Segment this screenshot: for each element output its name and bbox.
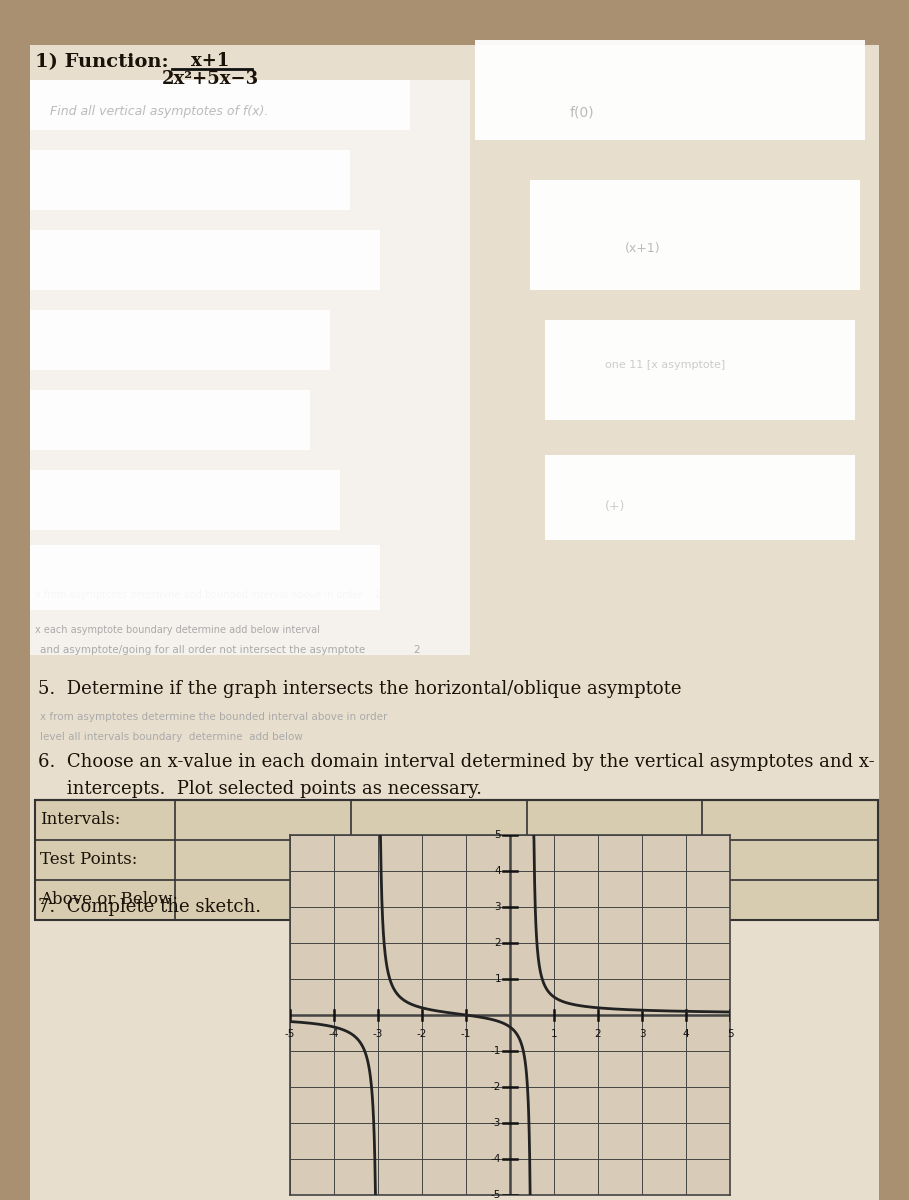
Text: x from asymptotes determine the bounded interval above in order: x from asymptotes determine the bounded … <box>40 712 465 722</box>
Bar <box>35 800 878 920</box>
Text: Intervals:: Intervals: <box>40 811 120 828</box>
Bar <box>530 180 860 290</box>
Text: 5: 5 <box>494 830 501 840</box>
Bar <box>30 230 380 290</box>
Bar <box>30 310 330 370</box>
Bar <box>30 390 310 450</box>
Text: Above or Below:: Above or Below: <box>40 892 178 908</box>
Text: -2: -2 <box>417 1030 427 1039</box>
Bar <box>30 80 410 130</box>
Text: 6.  Choose an x-value in each domain interval determined by the vertical asympto: 6. Choose an x-value in each domain inte… <box>38 754 874 770</box>
Text: 1: 1 <box>494 974 501 984</box>
Text: -1: -1 <box>461 1030 471 1039</box>
Text: intercepts.  Plot selected points as necessary.: intercepts. Plot selected points as nece… <box>38 780 482 798</box>
Bar <box>475 40 865 140</box>
Text: and asymptote/going for all order not intersect the asymptote               2: and asymptote/going for all order not in… <box>40 646 421 655</box>
Text: -2: -2 <box>491 1082 501 1092</box>
Text: level all intervals boundary  determine  add below: level all intervals boundary determine a… <box>40 732 348 742</box>
Bar <box>545 320 855 420</box>
Text: 1) Function:: 1) Function: <box>35 53 169 71</box>
Text: x+1: x+1 <box>191 52 229 70</box>
Text: -5: -5 <box>491 1190 501 1200</box>
Text: 1: 1 <box>551 1030 557 1039</box>
Text: 5: 5 <box>726 1030 734 1039</box>
Text: 3: 3 <box>639 1030 645 1039</box>
Text: 2: 2 <box>594 1030 602 1039</box>
Text: (x+1): (x+1) <box>625 242 661 254</box>
Text: -3: -3 <box>373 1030 384 1039</box>
Bar <box>30 80 470 655</box>
Text: -5: -5 <box>285 1030 295 1039</box>
Bar <box>30 470 340 530</box>
Bar <box>879 0 909 1200</box>
Text: Test Points:: Test Points: <box>40 852 137 869</box>
Text: 2x²+5x−3: 2x²+5x−3 <box>162 70 258 88</box>
Bar <box>0 0 30 1200</box>
Text: f(0): f(0) <box>570 104 594 119</box>
Text: -1: -1 <box>491 1046 501 1056</box>
Text: x from asymptotes determine add bounded interval above in order    2: x from asymptotes determine add bounded … <box>35 590 381 600</box>
Bar <box>30 545 380 610</box>
Bar <box>30 150 350 210</box>
Text: Find all vertical asymptotes of f(x).: Find all vertical asymptotes of f(x). <box>50 104 268 118</box>
Text: (+): (+) <box>605 500 625 514</box>
Text: x each asymptote boundary determine add below interval: x each asymptote boundary determine add … <box>35 625 385 635</box>
Text: -4: -4 <box>329 1030 339 1039</box>
Text: 2: 2 <box>494 938 501 948</box>
Text: 4: 4 <box>494 866 501 876</box>
Text: 3: 3 <box>494 902 501 912</box>
Bar <box>0 0 909 44</box>
Text: 4: 4 <box>683 1030 689 1039</box>
Text: 5.  Determine if the graph intersects the horizontal/oblique asymptote: 5. Determine if the graph intersects the… <box>38 680 682 698</box>
Text: one 11 [x asymptote]: one 11 [x asymptote] <box>605 360 725 370</box>
Text: 7.  Complete the sketch.: 7. Complete the sketch. <box>38 898 261 916</box>
Text: -4: -4 <box>491 1154 501 1164</box>
Text: -3: -3 <box>491 1118 501 1128</box>
Bar <box>545 455 855 540</box>
